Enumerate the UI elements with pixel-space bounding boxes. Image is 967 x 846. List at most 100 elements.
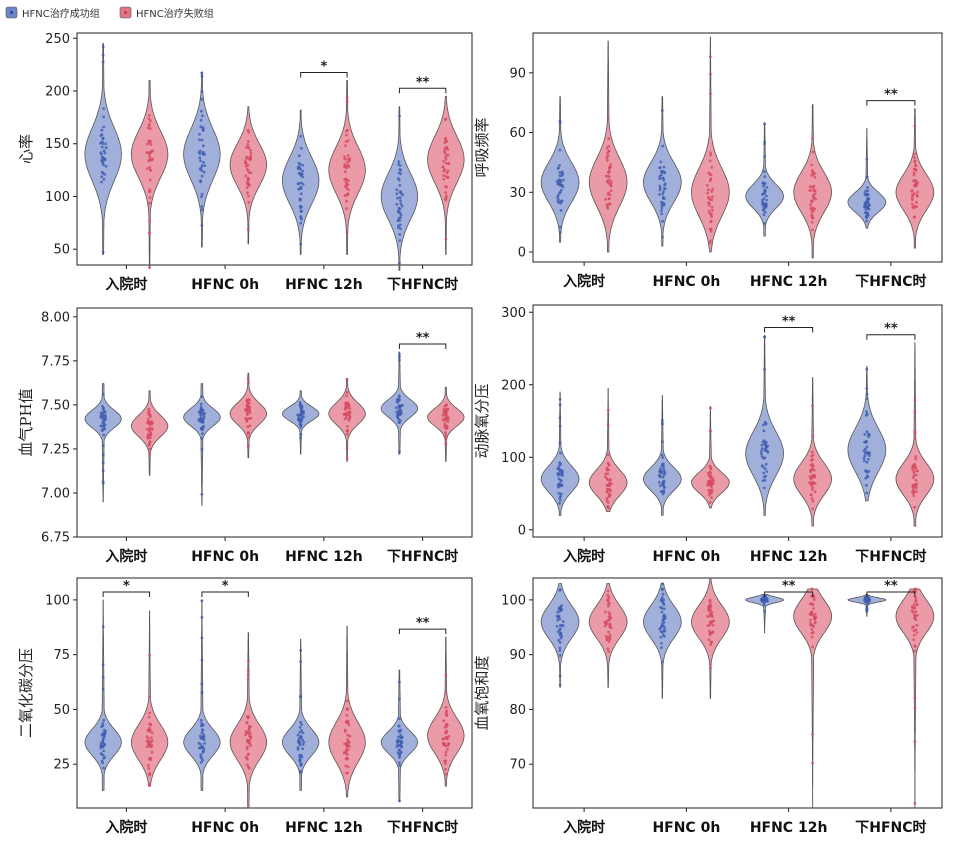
data-point bbox=[558, 416, 562, 420]
data-point bbox=[811, 507, 815, 511]
data-point bbox=[102, 433, 106, 437]
violin-shape bbox=[229, 106, 267, 245]
data-point bbox=[708, 464, 712, 468]
legend-swatch-dot bbox=[123, 10, 128, 15]
data-point bbox=[811, 171, 815, 175]
data-point bbox=[399, 199, 402, 203]
data-point bbox=[660, 204, 664, 207]
violin-shape bbox=[895, 108, 935, 249]
data-point bbox=[763, 142, 766, 146]
data-point bbox=[762, 603, 766, 607]
x-tick-label: HFNC 12h bbox=[750, 820, 828, 836]
data-point bbox=[914, 168, 918, 172]
data-point bbox=[867, 203, 871, 207]
significance-label: ** bbox=[782, 579, 796, 594]
data-point bbox=[761, 600, 764, 603]
data-point bbox=[199, 761, 203, 764]
data-point bbox=[299, 720, 302, 724]
data-point bbox=[605, 146, 609, 150]
y-tick-label: 90 bbox=[509, 648, 526, 663]
data-point bbox=[763, 155, 766, 158]
data-point bbox=[100, 429, 104, 432]
data-point bbox=[444, 431, 447, 434]
data-point bbox=[444, 413, 448, 417]
data-point bbox=[150, 739, 154, 742]
data-point bbox=[558, 654, 562, 657]
data-point bbox=[346, 765, 350, 769]
data-point bbox=[345, 184, 348, 188]
data-point bbox=[445, 714, 449, 717]
data-point bbox=[708, 600, 712, 604]
data-point bbox=[147, 117, 151, 121]
data-point bbox=[661, 633, 665, 637]
x-tick-label: HFNC 12h bbox=[285, 277, 363, 293]
data-point bbox=[862, 449, 866, 453]
data-point bbox=[915, 205, 918, 209]
data-point bbox=[101, 481, 105, 485]
data-point bbox=[710, 190, 713, 193]
data-point bbox=[811, 136, 814, 140]
data-point bbox=[561, 620, 565, 623]
data-point bbox=[202, 733, 205, 737]
data-point bbox=[914, 164, 918, 168]
data-point bbox=[708, 662, 712, 666]
data-point bbox=[443, 424, 447, 427]
significance-bracket: * bbox=[102, 579, 151, 597]
data-point bbox=[345, 377, 349, 381]
data-point bbox=[809, 493, 813, 497]
data-point bbox=[148, 711, 152, 715]
data-point bbox=[606, 487, 609, 491]
data-point bbox=[867, 451, 870, 455]
data-point bbox=[397, 163, 401, 166]
data-point bbox=[103, 172, 106, 176]
data-point bbox=[346, 738, 349, 741]
data-point bbox=[347, 188, 350, 192]
data-point bbox=[912, 206, 916, 210]
y-tick-label: 7.00 bbox=[41, 486, 70, 501]
data-point bbox=[558, 180, 562, 184]
data-point bbox=[763, 368, 766, 371]
data-point bbox=[811, 499, 815, 503]
data-point bbox=[916, 469, 920, 473]
data-point bbox=[558, 225, 562, 229]
data-point bbox=[765, 470, 769, 473]
data-point bbox=[147, 764, 150, 767]
data-point bbox=[709, 475, 713, 479]
data-point bbox=[248, 411, 252, 415]
data-point bbox=[245, 186, 249, 190]
data-point bbox=[443, 405, 447, 408]
data-point bbox=[709, 55, 712, 59]
data-point bbox=[345, 404, 348, 408]
data-point bbox=[345, 133, 348, 137]
data-point bbox=[915, 623, 919, 627]
data-point bbox=[866, 475, 870, 479]
x-tick-label: 下HFNC时 bbox=[855, 548, 926, 565]
data-point bbox=[299, 649, 303, 652]
data-point bbox=[444, 136, 448, 140]
data-point bbox=[813, 621, 817, 625]
data-point bbox=[558, 424, 562, 428]
plot-frame bbox=[532, 32, 943, 263]
data-point bbox=[444, 753, 448, 757]
data-point bbox=[199, 125, 203, 129]
data-point bbox=[912, 603, 916, 606]
data-point bbox=[811, 228, 814, 232]
data-point bbox=[101, 469, 105, 473]
data-point bbox=[145, 427, 149, 431]
data-point bbox=[299, 181, 303, 185]
data-point bbox=[808, 481, 811, 485]
data-point bbox=[606, 206, 610, 210]
data-point bbox=[444, 673, 448, 677]
data-point bbox=[607, 197, 611, 201]
data-point bbox=[762, 213, 766, 217]
data-point bbox=[399, 227, 402, 231]
data-point bbox=[343, 157, 347, 161]
violin-shape bbox=[847, 366, 887, 502]
data-point bbox=[298, 172, 302, 176]
data-point bbox=[399, 202, 403, 206]
data-point bbox=[247, 659, 250, 663]
data-point bbox=[559, 492, 563, 496]
data-point bbox=[447, 735, 451, 738]
data-point bbox=[810, 487, 814, 491]
